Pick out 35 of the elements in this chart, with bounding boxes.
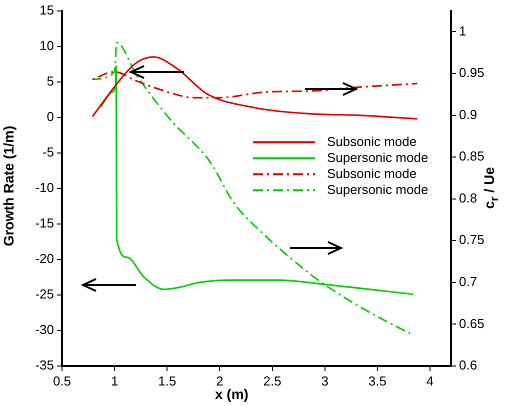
x-tick-label: 3 [321, 373, 328, 388]
legend-label: Supersonic mode [327, 150, 428, 165]
y-tick-label: 10 [40, 38, 54, 53]
y2-tick-label: 0.7 [459, 274, 478, 289]
y-tick-label: -30 [35, 322, 54, 338]
x-tick-label: 2.5 [263, 373, 282, 388]
x-tick-label: 2 [216, 373, 224, 388]
x-tick-label: 1.5 [158, 373, 176, 388]
legend-label: Subsonic mode [327, 166, 417, 181]
y-tick-label: 0 [46, 108, 54, 124]
y-tick-label: -10 [35, 180, 54, 195]
legend-label: Supersonic mode [327, 182, 428, 197]
y-tick-label: -25 [35, 286, 54, 302]
x-tick-label: 0.5 [52, 373, 72, 388]
y2-tick-label: 0.8 [459, 190, 478, 206]
x-axis-title: x (m) [215, 386, 248, 402]
x-tick-label: 3.5 [368, 373, 386, 388]
legend-label: Subsonic mode [327, 134, 417, 149]
y2-tick-label: 1 [459, 23, 466, 38]
y2-tick-label: 0.9 [459, 106, 478, 122]
y-tick-label: 15 [40, 2, 54, 18]
x-tick-label: 4 [426, 373, 434, 388]
y-tick-label: -5 [42, 144, 54, 160]
y2-tick-label: 0.75 [459, 232, 484, 248]
y2-tick-label: 0.85 [459, 148, 484, 164]
x-tick-label: 1 [110, 373, 118, 388]
y-tick-label: 5 [46, 73, 54, 88]
y2-tick-label: 0.95 [459, 65, 484, 80]
y2-tick-label: 0.65 [459, 316, 484, 331]
y-tick-label: -15 [35, 216, 54, 230]
y-tick-label: -20 [35, 251, 54, 266]
y2-tick-label: 0.6 [459, 358, 478, 373]
line-series [92, 56, 418, 120]
y-tick-label: -35 [35, 358, 54, 373]
y-axis-title: Growth Rate (1/m) [0, 126, 16, 246]
